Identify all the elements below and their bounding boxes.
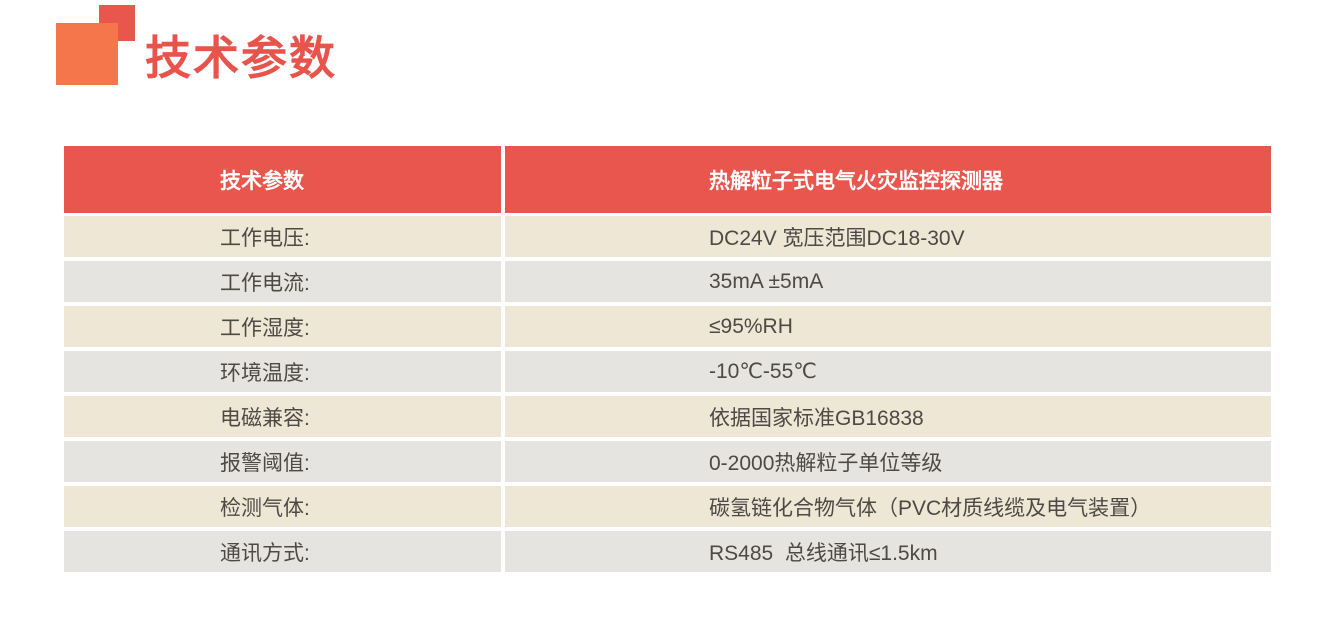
- row-value: 碳氢链化合物气体（PVC材质线缆及电气装置）: [505, 486, 1271, 527]
- accent-square-large: [56, 23, 118, 85]
- table-row: 通讯方式: RS485 总线通讯≤1.5km: [64, 531, 1271, 572]
- row-label: 通讯方式:: [64, 531, 501, 572]
- page-title: 技术参数: [145, 32, 337, 84]
- table-row: 工作湿度: ≤95%RH: [64, 306, 1271, 347]
- row-value: -10℃-55℃: [505, 351, 1271, 392]
- row-label: 工作电压:: [64, 216, 501, 257]
- table-row: 工作电压: DC24V 宽压范围DC18-30V: [64, 216, 1271, 257]
- row-label: 报警阈值:: [64, 441, 501, 482]
- table-row: 电磁兼容: 依据国家标准GB16838: [64, 396, 1271, 437]
- row-label: 工作电流:: [64, 261, 501, 302]
- row-value: 0-2000热解粒子单位等级: [505, 441, 1271, 482]
- row-value: 依据国家标准GB16838: [505, 396, 1271, 437]
- row-label: 电磁兼容:: [64, 396, 501, 437]
- table-row: 环境温度: -10℃-55℃: [64, 351, 1271, 392]
- header-cell-parameter: 技术参数: [64, 146, 501, 213]
- spec-table: 技术参数 热解粒子式电气火灾监控探测器 工作电压: DC24V 宽压范围DC18…: [64, 146, 1271, 576]
- row-label: 检测气体:: [64, 486, 501, 527]
- row-label: 环境温度:: [64, 351, 501, 392]
- row-value: 35mA ±5mA: [505, 261, 1271, 302]
- header-cell-product: 热解粒子式电气火灾监控探测器: [505, 146, 1271, 213]
- table-row: 检测气体: 碳氢链化合物气体（PVC材质线缆及电气装置）: [64, 486, 1271, 527]
- table-header-row: 技术参数 热解粒子式电气火灾监控探测器: [64, 146, 1271, 213]
- row-value: RS485 总线通讯≤1.5km: [505, 531, 1271, 572]
- table-row: 工作电流: 35mA ±5mA: [64, 261, 1271, 302]
- table-row: 报警阈值: 0-2000热解粒子单位等级: [64, 441, 1271, 482]
- row-label: 工作湿度:: [64, 306, 501, 347]
- row-value: DC24V 宽压范围DC18-30V: [505, 216, 1271, 257]
- row-value: ≤95%RH: [505, 306, 1271, 347]
